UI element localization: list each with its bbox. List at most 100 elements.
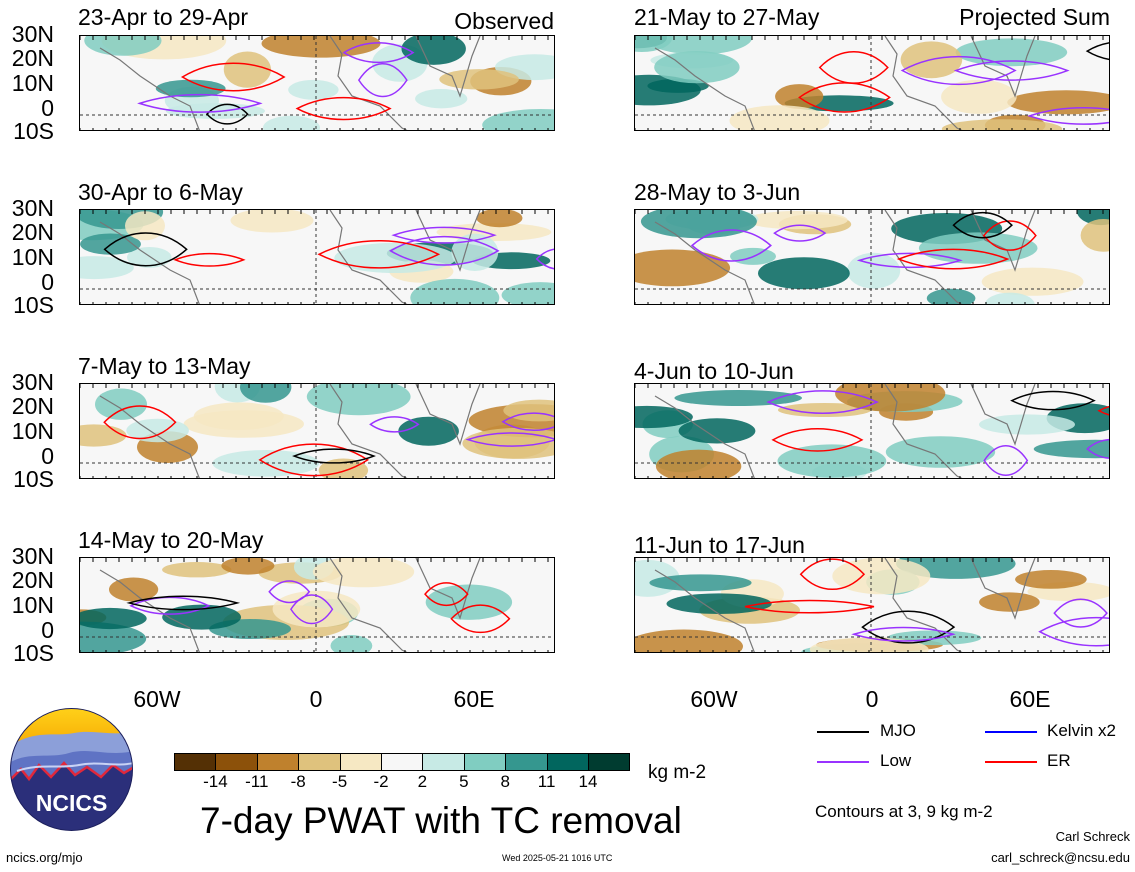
colorbar-swatch <box>546 753 589 771</box>
colorbar-tick-label: 5 <box>459 772 469 791</box>
pwat-anomaly-patch <box>230 210 314 233</box>
contour-line <box>137 93 263 113</box>
author-email[interactable]: carl_schreck@ncsu.edu <box>991 850 1130 865</box>
author-name: Carl Schreck <box>1055 829 1130 844</box>
contour-line <box>1010 390 1096 411</box>
colorbar-swatch <box>381 753 424 771</box>
pwat-anomaly-patch <box>655 449 742 478</box>
colorbar-tick-label: 14 <box>578 772 598 791</box>
pwat-map-observed-1 <box>79 35 555 131</box>
pwat-anomaly-patch <box>729 105 830 130</box>
colorbar-swatch <box>463 753 507 771</box>
coastline <box>99 36 481 130</box>
pwat-anomaly-patch <box>476 210 523 228</box>
projected-label: Projected Sum <box>959 4 1110 30</box>
pwat-anomaly-patch <box>832 558 931 595</box>
pwat-map-projected-1 <box>634 35 1110 131</box>
pwat-anomaly-patch <box>162 562 232 578</box>
colorbar-swatch <box>174 753 217 771</box>
contour-line <box>180 62 286 92</box>
pwat-anomaly-patch <box>984 292 1035 304</box>
panel-title-obs-3: 7-May to 13-May <box>78 353 251 379</box>
pwat-anomaly-patch <box>334 242 456 273</box>
contour-line <box>290 594 334 625</box>
contour-line <box>900 55 1017 86</box>
pwat-anomaly-patch <box>981 267 1084 296</box>
pwat-anomaly-patch <box>777 403 872 417</box>
legend-swatch-mjo <box>817 731 869 733</box>
colorbar-swatch <box>256 753 300 771</box>
coastline <box>99 384 481 478</box>
footer-url[interactable]: ncics.org/mjo <box>6 850 83 865</box>
colorbar-tick-label: -5 <box>332 772 348 791</box>
colorbar-tick-label: 11 <box>537 772 556 791</box>
contour-line <box>690 229 772 262</box>
pwat-anomaly-patch <box>80 621 147 652</box>
contour-line <box>535 248 554 270</box>
contour-line <box>292 448 376 464</box>
contour-line <box>851 626 956 642</box>
contour-line <box>126 595 241 611</box>
lat-label-row3-0: 30N <box>11 369 54 395</box>
colorbar-swatch <box>505 753 548 771</box>
coastline <box>654 558 1036 652</box>
lat-label-row2-0: 30N <box>11 195 54 221</box>
coastline <box>654 36 1036 130</box>
contour-line <box>773 224 827 242</box>
lat-label-row1-3: 0 <box>41 95 54 121</box>
contour-line <box>896 248 1010 270</box>
contour-line <box>391 226 497 244</box>
pwat-anomaly-patch <box>501 282 554 304</box>
contour-line <box>501 412 554 431</box>
contour-line <box>1027 107 1109 125</box>
pwat-anomaly-patch <box>979 414 1075 435</box>
lon-label-60w-left: 60W <box>133 686 181 712</box>
footer-timestamp: Wed 2025-05-21 1016 UTC <box>502 853 613 863</box>
ncics-logo[interactable]: NCICS <box>9 707 134 832</box>
lat-label-row1-0: 30N <box>11 21 54 47</box>
contour-line <box>799 558 866 590</box>
pwat-anomaly-patch <box>1080 219 1109 252</box>
panel-title-proj-2: 28-May to 3-Jun <box>634 179 801 205</box>
pwat-anomaly-patch <box>1033 439 1109 459</box>
pwat-anomaly-patch <box>654 51 740 84</box>
pwat-anomaly-patch <box>155 79 226 98</box>
panel-title-obs-1: 23-Apr to 29-Apr <box>78 4 249 30</box>
lat-label-row2-3: 0 <box>41 269 54 295</box>
pwat-anomaly-patch <box>979 592 1040 612</box>
colorbar-units: kg m-2 <box>648 762 707 783</box>
contour-line <box>103 232 188 267</box>
pwat-anomaly-patch <box>847 252 901 289</box>
contour-line <box>983 445 1029 476</box>
pwat-map-observed-2 <box>79 209 555 305</box>
pwat-map-observed-3 <box>79 383 555 479</box>
lat-label-row2-1: 20N <box>11 219 54 245</box>
lat-label-row2-2: 10N <box>11 244 54 270</box>
panel-title-proj-1: 21-May to 27-May <box>634 4 820 30</box>
contours-note: Contours at 3, 9 kg m-2 <box>815 802 993 821</box>
pwat-anomaly-patch <box>95 388 147 420</box>
pwat-anomaly-patch <box>306 384 411 416</box>
lat-label-row4-0: 30N <box>11 543 54 569</box>
colorbar-swatch <box>298 753 341 771</box>
pwat-anomaly-patch <box>330 635 373 652</box>
lon-label-0-right: 0 <box>865 686 879 712</box>
lon-label-0-left: 0 <box>309 686 323 712</box>
contour-line <box>818 51 889 84</box>
coastline <box>99 210 481 304</box>
contour-line <box>982 220 1037 251</box>
pwat-anomaly-patch <box>272 590 361 628</box>
pwat-anomaly-patch <box>125 211 165 241</box>
contour-line <box>424 582 469 607</box>
lat-label-row4-2: 10N <box>11 592 54 618</box>
pwat-anomaly-patch <box>288 79 339 100</box>
main-title: 7-day PWAT with TC removal <box>200 800 682 841</box>
legend-label-er: ER <box>1047 751 1071 770</box>
pwat-anomaly-patch <box>240 384 292 403</box>
contour-line <box>258 443 370 477</box>
pwat-map-observed-4 <box>79 557 555 653</box>
pwat-map-projected-4 <box>634 557 1110 653</box>
contour-line <box>103 405 177 440</box>
colorbar-tick-label: 8 <box>500 772 510 791</box>
lon-label-60e-left: 60E <box>453 686 495 712</box>
